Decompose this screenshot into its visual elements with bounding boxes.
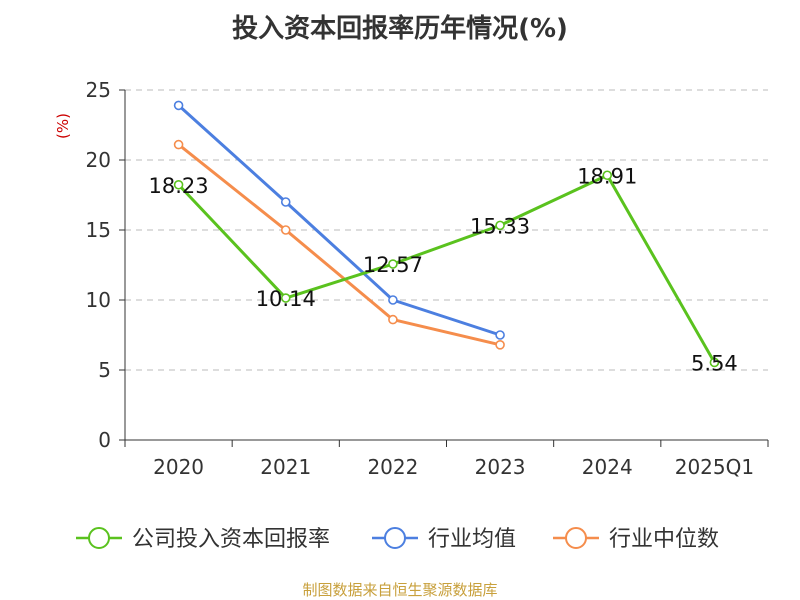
y-tick-label: 10 xyxy=(86,288,111,312)
y-tick-label: 25 xyxy=(86,78,111,102)
data-point xyxy=(280,225,291,235)
series-lines xyxy=(173,100,720,368)
y-axis-label: (%) xyxy=(54,113,72,139)
data-labels: 18.23 10.14 12.57 15.33 18.91 5.54 xyxy=(149,164,738,375)
legend-label: 公司投入资本回报率 xyxy=(132,527,330,552)
y-tick-label: 0 xyxy=(98,428,111,452)
data-point xyxy=(495,220,505,231)
data-point xyxy=(495,330,505,340)
y-tick-label: 15 xyxy=(86,218,111,242)
x-tick-label: 2025Q1 xyxy=(675,455,754,479)
y-tick-label: 20 xyxy=(86,148,111,172)
legend-label: 行业均值 xyxy=(428,527,516,552)
data-point xyxy=(495,339,505,350)
series-line xyxy=(177,143,501,347)
series-line xyxy=(177,173,716,364)
x-tick-label: 2021 xyxy=(260,455,311,479)
legend: 公司投入资本回报率 行业均值 行业中位数 xyxy=(76,527,719,552)
x-tick-label: 2022 xyxy=(367,455,418,479)
axes: 0 5 10 15 20 25 2020 2021 2022 2023 2024 2025Q1 (%) xyxy=(54,78,769,479)
data-point xyxy=(388,259,398,269)
data-label: 12.57 xyxy=(363,253,423,277)
legend-marker xyxy=(384,527,406,549)
data-point xyxy=(388,295,398,305)
data-point xyxy=(173,100,184,111)
legend-label: 行业中位数 xyxy=(609,527,719,552)
data-point xyxy=(173,179,184,190)
data-label: 18.23 xyxy=(149,174,209,198)
x-tick-label: 2024 xyxy=(582,455,633,479)
data-point xyxy=(280,197,291,207)
data-label: 5.54 xyxy=(691,351,738,375)
data-point xyxy=(709,357,720,368)
data-label: 15.33 xyxy=(470,214,530,238)
source-note: 制图数据来自恒生聚源数据库 xyxy=(302,581,498,599)
legend-marker xyxy=(88,527,110,549)
x-tick-label: 2023 xyxy=(475,455,526,479)
series-line xyxy=(177,104,501,337)
data-point xyxy=(602,170,613,181)
data-point xyxy=(280,293,291,303)
legend-marker xyxy=(565,527,587,549)
data-point xyxy=(388,314,398,325)
x-tick-label: 2020 xyxy=(153,455,204,479)
grid-lines xyxy=(125,89,768,371)
data-point xyxy=(173,139,184,150)
y-tick-label: 5 xyxy=(98,358,111,382)
chart-title: 投入资本回报率历年情况(%) xyxy=(232,14,568,44)
data-label: 18.91 xyxy=(577,164,637,188)
data-label: 10.14 xyxy=(256,287,316,311)
